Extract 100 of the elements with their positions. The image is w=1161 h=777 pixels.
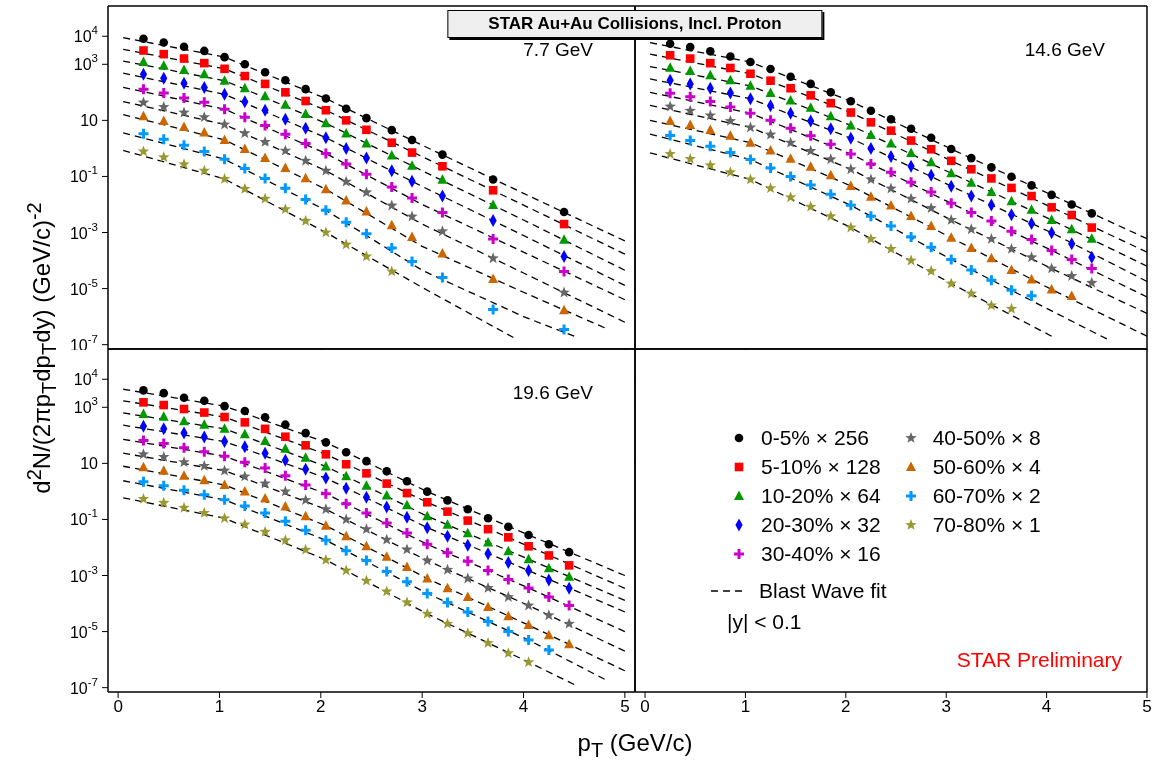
point [683, 90, 697, 104]
point [925, 202, 937, 213]
point [1026, 204, 1037, 214]
point [502, 647, 515, 659]
point [219, 75, 230, 85]
point [1067, 200, 1077, 209]
point [179, 470, 190, 480]
point [806, 79, 815, 89]
point [400, 526, 414, 540]
point [784, 191, 797, 203]
point [420, 537, 434, 551]
line-series [122, 149, 515, 339]
point [422, 510, 433, 521]
point [1027, 191, 1036, 201]
point [804, 178, 818, 192]
point [436, 225, 449, 237]
x-tick-label: 1 [214, 697, 225, 717]
point [884, 165, 898, 179]
point [985, 232, 998, 244]
point [825, 110, 836, 121]
point [524, 542, 533, 551]
point [522, 599, 535, 611]
point [157, 479, 171, 493]
point [300, 172, 311, 183]
point [382, 479, 391, 488]
legend-label: 5-10% × 128 [761, 454, 881, 479]
point [846, 96, 856, 106]
point [946, 156, 956, 166]
point [407, 160, 418, 170]
x-tick-label: 4 [1041, 697, 1052, 717]
point [360, 574, 373, 586]
x-axis-title: p$_{T}$ (GeV/c) [577, 729, 693, 762]
point [704, 109, 716, 121]
point [199, 408, 209, 417]
point [557, 264, 571, 278]
y-tick-label: 10$^{-5}$ [69, 619, 98, 641]
point [865, 232, 877, 244]
point [197, 488, 211, 502]
point [320, 553, 332, 565]
point [361, 480, 372, 490]
point [361, 206, 372, 216]
point [764, 128, 777, 140]
point [339, 497, 353, 511]
point [844, 147, 858, 161]
point [483, 513, 493, 523]
point [764, 161, 778, 175]
point [443, 507, 452, 516]
point [220, 401, 229, 411]
point [684, 104, 696, 116]
point [784, 121, 798, 135]
point [400, 575, 414, 589]
point [486, 302, 500, 316]
point [564, 638, 575, 649]
point [321, 438, 331, 447]
point [926, 156, 937, 167]
point [926, 144, 936, 154]
point [764, 113, 778, 127]
point [481, 614, 495, 628]
point [665, 115, 676, 125]
point [886, 126, 896, 135]
point [944, 252, 958, 266]
point [483, 537, 494, 547]
point [279, 485, 292, 497]
point [461, 605, 475, 619]
point [442, 519, 453, 529]
point [946, 232, 957, 242]
point [965, 287, 978, 299]
point [724, 166, 737, 178]
point [137, 96, 150, 108]
point [159, 400, 169, 410]
point [260, 90, 271, 101]
point [462, 572, 474, 584]
point [177, 138, 191, 152]
point [884, 219, 898, 233]
point [340, 564, 352, 576]
point [804, 200, 817, 212]
point [437, 247, 448, 258]
annotation: 19.6 GeV [512, 382, 593, 404]
point [846, 108, 856, 117]
point [564, 571, 575, 581]
point [198, 164, 210, 176]
point [258, 461, 272, 475]
point [805, 102, 816, 112]
point [765, 87, 776, 97]
point [301, 428, 310, 438]
point [320, 520, 331, 530]
point [488, 186, 498, 195]
point [966, 242, 977, 253]
point [684, 152, 696, 164]
point [825, 153, 837, 165]
point [341, 447, 351, 457]
point [986, 186, 997, 196]
point [1045, 262, 1058, 274]
point [158, 151, 170, 163]
point [724, 114, 737, 126]
point [157, 86, 171, 100]
point [504, 522, 513, 532]
point [321, 105, 331, 115]
point [746, 57, 755, 67]
point [197, 95, 211, 109]
